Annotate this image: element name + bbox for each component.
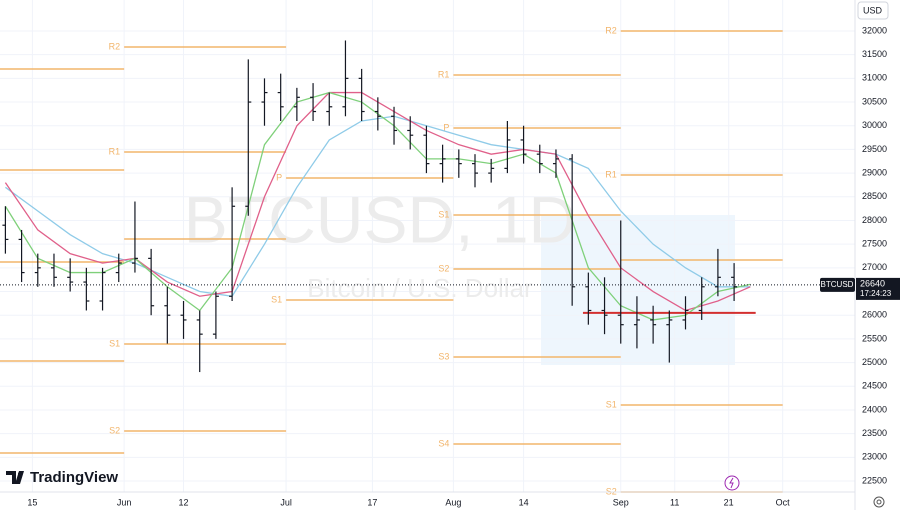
y-tick-label: 28500 [862,191,887,201]
x-tick-label: 15 [27,497,37,507]
volume-profile-range [541,215,735,365]
pivot-label: S3 [438,351,449,361]
symbol-tag-label: BTCUSD [821,280,854,289]
pivot-label: S1 [606,399,617,409]
x-tick-label: Sep [613,497,629,507]
pivot-label: P [443,122,449,132]
x-tick-label: Jun [117,497,132,507]
pivot-label: S1 [271,294,282,304]
pivot-label: S2 [109,425,120,435]
y-tick-label: 22500 [862,475,887,485]
y-tick-label: 28000 [862,215,887,225]
pivot-label: R2 [605,25,617,35]
x-tick-label: 12 [179,497,189,507]
symbol-tag [820,277,855,292]
y-tick-label: 25000 [862,357,887,367]
x-tick-label: 14 [519,497,529,507]
pivot-label: S2 [606,486,617,496]
pivot-label: R2 [109,41,121,51]
y-tick-label: 24500 [862,381,887,391]
event-icon-bolt [729,477,734,489]
pivot-label: S1 [109,338,120,348]
pivot-label: R1 [438,69,450,79]
x-tick-label: 17 [367,497,377,507]
y-tick-label: 27000 [862,262,887,272]
y-tick-label: 31500 [862,49,887,59]
watermark: BTCUSD, 1D [184,182,576,256]
brand: TradingView [30,469,118,486]
settings-icon[interactable] [873,496,885,508]
y-tick-label: 32000 [862,25,887,35]
pivot-label: P [276,172,282,182]
pivot-label: R1 [605,169,617,179]
x-tick-label: Jul [280,497,292,507]
y-tick-label: 30500 [862,96,887,106]
y-tick-label: 27500 [862,239,887,249]
y-tick-label: 30000 [862,120,887,130]
pivot-label: S1 [438,209,449,219]
pivot-label: R1 [109,146,121,156]
y-tick-label: 29500 [862,144,887,154]
y-tick-label: 26000 [862,310,887,320]
y-tick-label: 31000 [862,73,887,83]
brand-logo [6,471,24,484]
x-tick-label: Oct [776,497,791,507]
currency[interactable]: USD [863,5,883,15]
x-tick-label: 21 [724,497,734,507]
watermark-subtitle: Bitcoin / U.S. Dollar [307,273,533,303]
currency-button[interactable] [857,1,889,20]
pivot-label: S2 [438,263,449,273]
y-tick-label: 29000 [862,167,887,177]
y-tick-label: 23000 [862,452,887,462]
y-tick-label: 24000 [862,404,887,414]
plot-area: R2 R1 S1 S2 P S1 R1 P S1 S2 S3 S4 R2 R1 S1 S2 [0,25,855,496]
x-tick-label: 11 [670,497,679,507]
settings-icon-core [876,499,882,505]
y-tick-label: 23500 [862,428,887,438]
y-tick-label: 25500 [862,333,887,343]
pivot-label: S4 [438,438,449,448]
price-tag-label: 26640 [860,278,885,288]
price-tag [856,277,900,300]
x-tick-label: Aug [445,497,461,507]
countdown-label: 17:24:23 [860,289,892,298]
